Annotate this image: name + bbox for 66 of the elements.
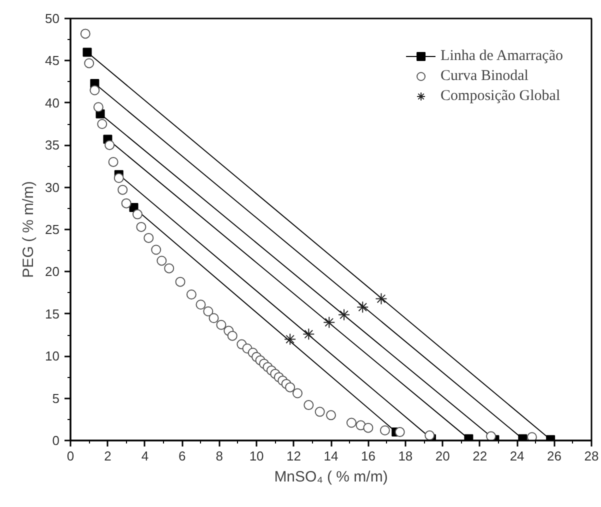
point — [118, 184, 128, 195]
y-tick-label: 30 — [45, 180, 60, 195]
point — [93, 102, 104, 112]
y-tick-label: 50 — [45, 11, 60, 26]
y-tick-label: 40 — [45, 95, 60, 110]
point — [356, 301, 369, 314]
point — [90, 85, 100, 96]
point — [302, 328, 315, 340]
point — [121, 198, 132, 208]
point — [338, 308, 350, 321]
x-tick-label: 4 — [141, 448, 149, 464]
point — [304, 400, 314, 410]
y-axis-title: PEG ( % m/m) — [20, 181, 38, 278]
point — [132, 209, 142, 220]
x-tick-label: 2 — [104, 448, 112, 464]
point — [186, 289, 196, 300]
y-tick-label: 5 — [52, 390, 60, 406]
x-tick-label: 26 — [547, 448, 562, 464]
point — [175, 276, 186, 287]
x-tick-label: 28 — [584, 448, 599, 464]
point — [196, 300, 206, 310]
y-tick-label: 10 — [45, 348, 60, 364]
x-tick-label: 24 — [510, 448, 524, 464]
x-tick-label: 6 — [178, 448, 186, 464]
point — [363, 422, 374, 433]
point — [82, 48, 92, 57]
point — [284, 333, 296, 346]
point — [394, 427, 405, 438]
x-tick-label: 10 — [249, 448, 264, 464]
x-tick-label: 18 — [398, 448, 413, 464]
y-tick-label: 35 — [45, 138, 60, 153]
point — [227, 330, 238, 341]
point — [285, 382, 296, 392]
point — [104, 140, 115, 150]
point — [323, 316, 336, 328]
point — [314, 406, 325, 417]
x-axis-title: MnSO₄ ( % m/m) — [274, 468, 388, 486]
point — [114, 173, 124, 184]
x-tick-label: 22 — [472, 448, 488, 464]
point — [144, 232, 154, 243]
point — [80, 28, 90, 39]
x-tick-label: 0 — [66, 448, 74, 464]
point — [84, 58, 94, 68]
point — [136, 222, 146, 232]
legend-label: Curva Binodal — [440, 68, 528, 84]
point — [156, 256, 167, 266]
legend-label: Composição Global — [440, 88, 560, 104]
y-tick-label: 0 — [52, 433, 60, 448]
point — [108, 156, 118, 167]
point — [380, 425, 390, 436]
legend-label: Linha de Amarração — [440, 48, 563, 64]
x-tick-label: 20 — [435, 448, 450, 464]
x-tick-label: 12 — [286, 448, 302, 464]
y-tick-label: 15 — [45, 306, 60, 322]
point — [326, 410, 336, 420]
y-tick-label: 25 — [45, 222, 60, 237]
point — [97, 119, 108, 129]
point — [151, 244, 162, 255]
x-tick-label: 8 — [216, 448, 223, 464]
x-tick-label: 16 — [360, 448, 376, 464]
point — [164, 263, 174, 274]
point — [346, 418, 356, 428]
x-tick-label: 14 — [324, 448, 338, 464]
y-tick-label: 45 — [45, 53, 60, 68]
point — [375, 292, 388, 305]
y-tick-label: 20 — [45, 264, 60, 280]
